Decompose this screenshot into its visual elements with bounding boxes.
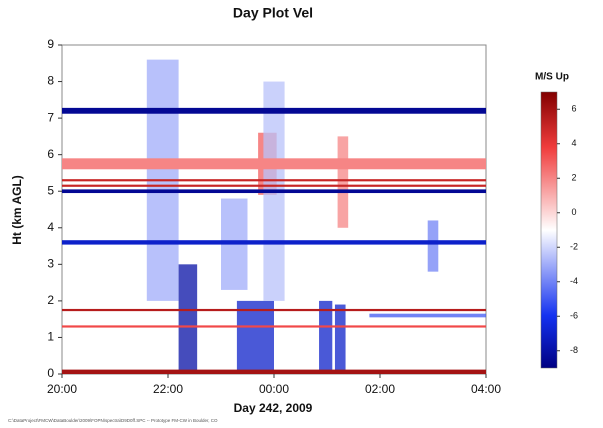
- x-axis-label: Day 242, 2009: [234, 401, 313, 415]
- colorbar-tick-label: -6: [570, 311, 578, 321]
- y-tick-label: 2: [47, 293, 54, 307]
- plume: [369, 313, 486, 318]
- layer-band: [62, 369, 486, 374]
- colorbar-tick-label: 2: [571, 173, 576, 183]
- layer-band: [62, 240, 486, 245]
- plume: [236, 300, 274, 374]
- plume: [178, 264, 198, 374]
- y-tick-label: 7: [47, 110, 54, 124]
- y-tick-label: 8: [47, 74, 54, 88]
- layer-band: [62, 184, 486, 187]
- layer-band: [62, 158, 486, 170]
- y-tick-label: 9: [47, 37, 54, 51]
- layer-band: [62, 325, 486, 328]
- plume: [337, 136, 349, 228]
- x-tick-label: 02:00: [365, 382, 395, 396]
- x-tick-label: 00:00: [259, 382, 289, 396]
- y-tick-label: 5: [47, 183, 54, 197]
- plume: [427, 220, 439, 272]
- colorbar-tick-label: 4: [571, 138, 576, 148]
- colorbar-tick-label: 0: [571, 207, 576, 217]
- footer: C:\DataProject\FMCW\DataBoulder\2009\FOP…: [8, 418, 218, 423]
- colorbar-tick-label: -4: [570, 276, 578, 286]
- y-tick-label: 1: [47, 330, 54, 344]
- plume: [334, 304, 346, 374]
- colorbar-tick-label: -2: [570, 242, 578, 252]
- y-tick-label: 0: [47, 366, 54, 380]
- x-tick-label: 20:00: [47, 382, 77, 396]
- layer-band: [62, 179, 486, 182]
- y-axis-label: Ht (km AGL): [10, 175, 24, 245]
- chart-title: Day Plot Vel: [233, 5, 313, 21]
- x-tick-label: 22:00: [153, 382, 183, 396]
- y-tick-label: 3: [47, 257, 54, 271]
- layer-band: [62, 107, 486, 114]
- colorbar: [540, 91, 558, 369]
- x-tick-label: 04:00: [471, 382, 501, 396]
- y-tick-label: 6: [47, 147, 54, 161]
- colorbar-label: M/S Up: [535, 72, 569, 83]
- plume: [319, 300, 333, 374]
- colorbar-tick-label: -8: [570, 345, 578, 355]
- colorbar-tick-label: 6: [571, 104, 576, 114]
- layer-band: [62, 189, 486, 194]
- layer-band: [62, 308, 486, 312]
- y-tick-label: 4: [47, 220, 54, 234]
